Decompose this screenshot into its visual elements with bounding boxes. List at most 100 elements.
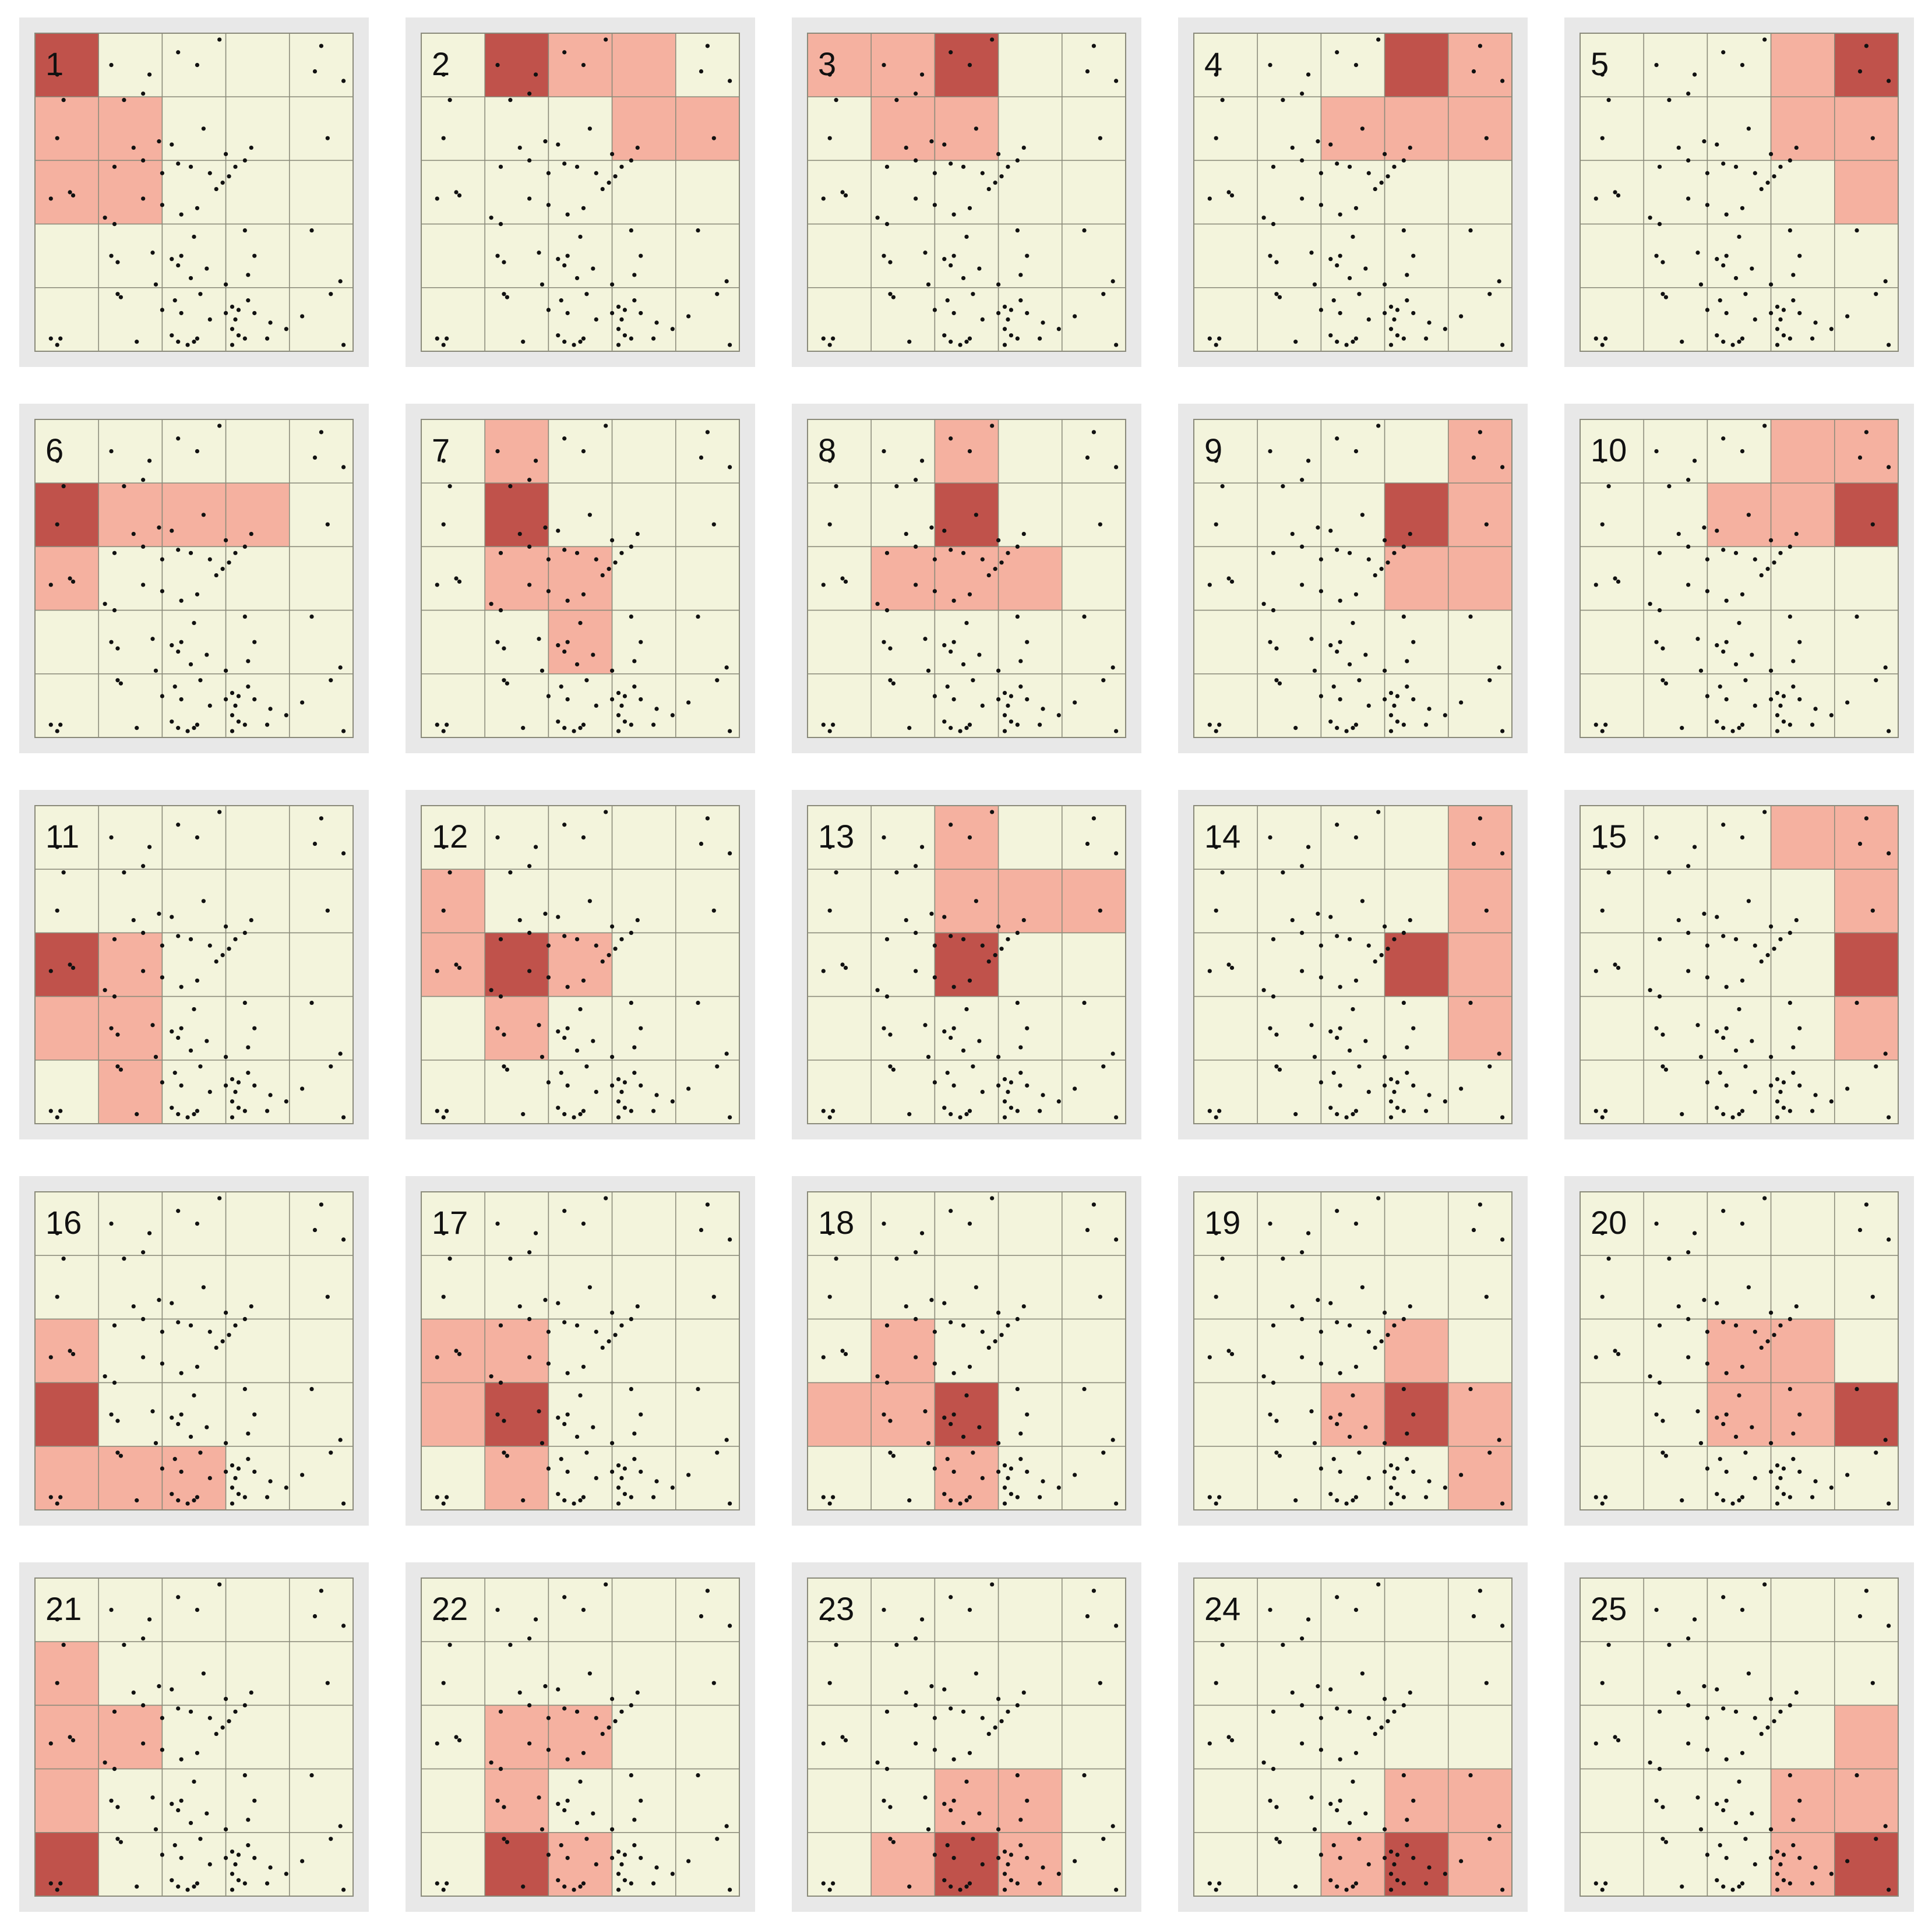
data-point xyxy=(1730,1115,1735,1120)
grid-cell xyxy=(1062,287,1126,352)
data-point xyxy=(527,1703,532,1707)
data-point xyxy=(1363,652,1368,657)
data-point xyxy=(521,340,526,344)
data-point xyxy=(454,1735,459,1739)
data-point xyxy=(1759,1731,1764,1737)
data-point xyxy=(1271,1767,1276,1771)
data-point xyxy=(1468,614,1473,619)
data-point xyxy=(1335,263,1339,268)
data-point xyxy=(724,665,729,670)
data-point xyxy=(1015,614,1020,619)
data-point xyxy=(929,525,934,530)
grid-cell xyxy=(1384,996,1449,1061)
data-point xyxy=(1471,69,1476,74)
data-point xyxy=(574,276,580,281)
data-point xyxy=(1271,994,1276,999)
data-point xyxy=(594,557,598,562)
data-point xyxy=(1721,340,1726,344)
data-point xyxy=(1328,1878,1333,1883)
data-point xyxy=(1338,984,1342,989)
data-point xyxy=(600,1345,605,1350)
data-point xyxy=(441,729,446,733)
data-point xyxy=(635,917,640,923)
data-point xyxy=(600,573,605,578)
grid-cell xyxy=(1257,546,1322,611)
data-point xyxy=(1427,320,1432,325)
data-point xyxy=(616,1501,621,1506)
focal-cell xyxy=(34,1382,99,1447)
data-point xyxy=(1408,1690,1412,1695)
data-point xyxy=(1309,637,1314,641)
grid-cell xyxy=(675,1704,740,1770)
grid-cell xyxy=(225,1318,290,1384)
data-point xyxy=(1663,1067,1669,1072)
data-point xyxy=(224,1054,228,1059)
data-point xyxy=(559,1843,563,1848)
data-point xyxy=(1724,598,1729,603)
data-point xyxy=(1006,1089,1010,1094)
data-point xyxy=(1724,1798,1729,1803)
data-point xyxy=(574,1323,580,1328)
data-point xyxy=(195,722,200,727)
data-point xyxy=(252,697,257,702)
data-point xyxy=(607,567,611,571)
panel-13: 13 xyxy=(792,790,1141,1139)
data-point xyxy=(1654,1608,1659,1612)
data-point xyxy=(192,234,196,239)
data-point xyxy=(715,678,720,683)
data-point xyxy=(249,145,253,150)
data-point xyxy=(160,589,164,594)
data-point xyxy=(715,292,720,297)
data-point xyxy=(1721,1884,1726,1889)
data-point xyxy=(1791,273,1796,277)
data-point xyxy=(1845,1473,1850,1477)
data-point xyxy=(1740,1364,1745,1369)
grid-cell xyxy=(870,287,936,352)
data-point xyxy=(1778,937,1783,941)
data-point xyxy=(527,91,532,96)
data-point xyxy=(48,722,53,727)
data-point xyxy=(1500,1887,1505,1892)
data-point xyxy=(945,298,950,303)
data-point xyxy=(1616,965,1621,970)
neighbor-cell xyxy=(98,996,163,1061)
data-point xyxy=(945,1843,950,1848)
data-point xyxy=(1214,1231,1218,1236)
data-point xyxy=(622,1080,627,1085)
data-point xyxy=(1695,1409,1700,1414)
data-point xyxy=(1778,1089,1783,1094)
data-point xyxy=(236,694,241,698)
data-point xyxy=(1724,253,1729,258)
data-point xyxy=(961,1323,966,1328)
data-point xyxy=(958,343,963,347)
panel-border xyxy=(807,805,1126,1124)
data-point xyxy=(1002,690,1007,696)
data-point xyxy=(967,336,972,341)
data-point xyxy=(540,282,545,287)
data-point xyxy=(1468,228,1473,233)
data-point xyxy=(118,1840,124,1844)
data-point xyxy=(613,947,618,951)
data-point xyxy=(1788,1881,1792,1886)
grid-cell xyxy=(161,805,227,870)
data-point xyxy=(1698,1441,1704,1445)
data-point xyxy=(1277,681,1282,686)
data-point xyxy=(495,449,500,454)
data-point xyxy=(242,336,247,341)
data-point xyxy=(1845,314,1850,319)
grid-cell xyxy=(1834,1255,1899,1320)
data-point xyxy=(1797,1412,1802,1417)
data-point xyxy=(891,1067,896,1072)
data-point xyxy=(1730,1501,1735,1506)
data-point xyxy=(594,171,598,175)
grid-cell xyxy=(997,223,1063,288)
data-point xyxy=(246,1817,251,1822)
grid-cell xyxy=(870,1768,936,1833)
data-point xyxy=(1733,662,1739,667)
grid-cell xyxy=(1193,932,1258,997)
data-point xyxy=(1769,1310,1774,1315)
data-point xyxy=(224,282,228,287)
panel-label: 20 xyxy=(1591,1204,1627,1241)
data-point xyxy=(447,1257,452,1261)
data-point xyxy=(1500,1237,1505,1242)
